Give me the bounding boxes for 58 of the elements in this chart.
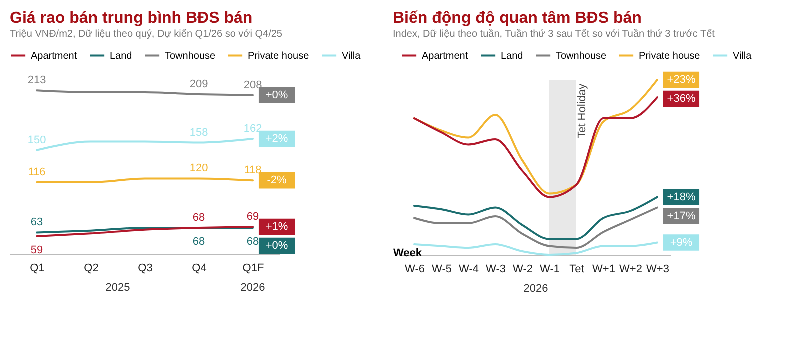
x-tick-label: W-1 bbox=[540, 264, 560, 276]
x-tick-label: W-3 bbox=[486, 264, 506, 276]
data-label: 213 bbox=[28, 74, 46, 87]
legend-label: Townhouse bbox=[556, 50, 608, 62]
annotation: +0% bbox=[266, 240, 288, 252]
text: 2026 bbox=[240, 282, 266, 294]
chart-subtitle: Index, Dữ liệu theo tuần, Tuần thứ 3 sau Tết so với Tuần thứ 3 trước Tết bbox=[393, 29, 716, 40]
legend-label: Private house bbox=[639, 50, 701, 62]
data-label: 68 bbox=[246, 236, 260, 248]
legend-label: Villa bbox=[342, 50, 362, 62]
legend-label: Land bbox=[501, 50, 524, 62]
data-label: 68 bbox=[192, 236, 206, 248]
data-label: 209 bbox=[190, 78, 208, 90]
x-tick-label: W+2 bbox=[620, 264, 642, 276]
x-tick-label: Q1F bbox=[242, 262, 264, 274]
x-tick-label: W+1 bbox=[592, 264, 616, 276]
annotation: +1% bbox=[266, 221, 288, 234]
x-tick-label: Q2 bbox=[84, 262, 99, 274]
x-tick-label: W-6 bbox=[405, 264, 425, 276]
chart-title: Biến động độ quan tâm BĐS bán bbox=[393, 10, 642, 27]
band-label: Tet Holiday bbox=[576, 84, 588, 138]
x-tick-label: W-2 bbox=[513, 264, 533, 276]
annotation: -2% bbox=[267, 174, 287, 187]
legend-label: Land bbox=[110, 50, 132, 62]
annotation: +18% bbox=[667, 191, 696, 204]
text: 2026 bbox=[524, 283, 548, 295]
chart-title: Giá rao bán trung bình BĐS bán bbox=[10, 10, 253, 27]
data-label: 150 bbox=[28, 134, 46, 146]
data-label: 69 bbox=[246, 211, 260, 224]
x-tick-label: Tet bbox=[570, 264, 584, 276]
x-tick-label: W-5 bbox=[432, 264, 452, 276]
data-label: 118 bbox=[244, 164, 262, 177]
x-tick-label: W-4 bbox=[459, 264, 479, 276]
chart-subtitle: Triệu VNĐ/m2, Dữ liệu theo quý, Dự kiến Q1/26 so với Q4/25 bbox=[10, 29, 283, 40]
data-label: 59 bbox=[30, 244, 44, 256]
data-label: 208 bbox=[244, 79, 262, 92]
data-label: 68 bbox=[192, 212, 206, 224]
x-tick-label: Q3 bbox=[138, 262, 153, 274]
x-axis-title: Week bbox=[394, 248, 423, 260]
legend-label: Apartment bbox=[422, 50, 468, 62]
annotation: +0% bbox=[266, 89, 288, 102]
data-label: 63 bbox=[30, 216, 44, 229]
legend-label: Townhouse bbox=[165, 50, 216, 62]
x-tick-label: Q1 bbox=[30, 262, 45, 274]
annotation: +17% bbox=[667, 210, 696, 222]
x-tick-label: Q4 bbox=[192, 262, 207, 274]
x-tick-label: W+3 bbox=[646, 264, 670, 276]
annotation: +9% bbox=[670, 236, 693, 249]
data-label: 120 bbox=[190, 162, 208, 175]
annotation: +36% bbox=[667, 93, 696, 105]
legend-label: Private house bbox=[248, 50, 310, 62]
legend-label: Villa bbox=[733, 50, 752, 62]
text: 2025 bbox=[106, 282, 130, 294]
annotation: +2% bbox=[266, 132, 288, 145]
data-label: 158 bbox=[190, 126, 208, 139]
data-label: 116 bbox=[28, 166, 46, 179]
legend-label: Apartment bbox=[31, 50, 78, 62]
annotation: +23% bbox=[667, 74, 696, 86]
